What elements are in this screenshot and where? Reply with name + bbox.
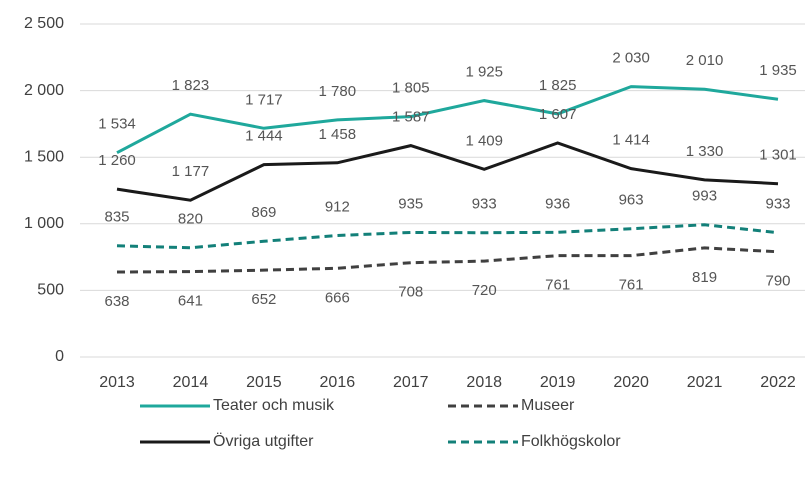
series-line — [116, 85, 779, 154]
x-tick-label: 2021 — [687, 374, 723, 391]
data-label: 1 330 — [686, 143, 724, 160]
data-label: 912 — [325, 198, 350, 215]
series-line — [116, 141, 779, 202]
y-tick-label: 0 — [55, 348, 64, 365]
data-label: 869 — [251, 204, 276, 221]
y-tick-label: 1 000 — [24, 215, 64, 232]
data-label: 935 — [398, 195, 423, 212]
legend-label: Övriga utgifter — [213, 432, 314, 450]
x-tick-label: 2020 — [613, 374, 649, 391]
y-tick-label: 500 — [37, 282, 64, 299]
data-label: 1 458 — [319, 126, 357, 143]
data-label: 993 — [692, 188, 717, 205]
legend-label: Museer — [521, 397, 575, 414]
data-label: 1 260 — [98, 152, 136, 169]
data-label: 761 — [619, 277, 644, 294]
data-label: 1 823 — [172, 77, 210, 94]
x-tick-label: 2022 — [760, 374, 796, 391]
data-label: 1 780 — [319, 83, 357, 100]
data-label: 835 — [104, 209, 129, 226]
data-label: 1 607 — [539, 106, 577, 123]
data-label: 2 030 — [612, 50, 650, 67]
data-label: 2 010 — [686, 52, 724, 69]
data-label: 761 — [545, 277, 570, 294]
data-label: 1 805 — [392, 80, 430, 97]
data-label: 708 — [398, 284, 423, 301]
data-label: 1 717 — [245, 91, 283, 108]
data-label: 963 — [619, 192, 644, 209]
x-tick-label: 2016 — [320, 374, 356, 391]
data-label: 1 414 — [612, 132, 650, 149]
data-label: 1 825 — [539, 77, 577, 94]
data-label: 819 — [692, 269, 717, 286]
x-tick-label: 2018 — [466, 374, 502, 391]
data-label: 720 — [472, 282, 497, 299]
x-tick-label: 2014 — [173, 374, 209, 391]
data-label: 638 — [104, 293, 129, 310]
data-label: 1 177 — [172, 163, 210, 180]
data-label: 652 — [251, 291, 276, 308]
data-label: 1 587 — [392, 109, 430, 126]
data-label: 1 534 — [98, 116, 136, 133]
legend-label: Teater och musik — [213, 397, 335, 414]
data-label: 933 — [765, 196, 790, 213]
x-tick-label: 2017 — [393, 374, 429, 391]
data-label: 641 — [178, 293, 203, 310]
x-tick-label: 2015 — [246, 374, 282, 391]
data-label: 1 935 — [759, 62, 797, 79]
data-label: 936 — [545, 195, 570, 212]
data-label: 1 301 — [759, 147, 797, 164]
series-line — [116, 223, 779, 250]
legend-label: Folkhögskolor — [521, 433, 621, 450]
data-label: 666 — [325, 289, 350, 306]
data-label: 1 925 — [465, 64, 503, 81]
x-tick-label: 2013 — [99, 374, 135, 391]
data-label: 933 — [472, 196, 497, 213]
data-label: 1 409 — [465, 132, 503, 149]
x-tick-label: 2019 — [540, 374, 576, 391]
series-line — [116, 246, 779, 274]
y-tick-label: 2 000 — [24, 82, 64, 99]
y-tick-label: 1 500 — [24, 148, 64, 165]
y-tick-label: 2 500 — [24, 15, 64, 32]
data-label: 1 444 — [245, 128, 283, 145]
data-label: 790 — [765, 273, 790, 290]
data-label: 820 — [178, 211, 203, 228]
